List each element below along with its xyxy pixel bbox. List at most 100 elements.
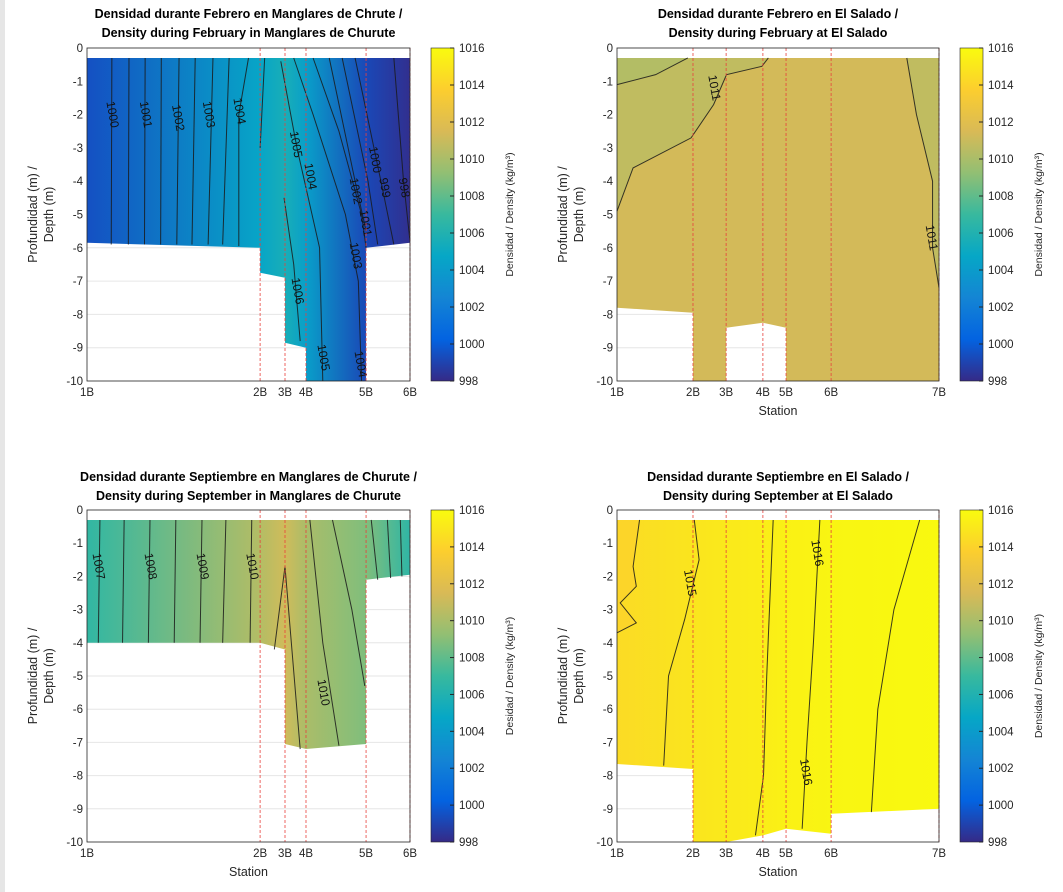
y-tick-label: -4 [603, 176, 614, 188]
y-tick-label: -4 [603, 638, 614, 650]
colorbar-tick-label: 1000 [988, 339, 1014, 351]
y-tick-label: -5 [73, 210, 83, 222]
x-tick-label: 2B [253, 387, 267, 399]
contour-line [616, 57, 689, 86]
colorbar-tick-label: 1010 [459, 154, 485, 166]
colorbar-tick-label: 1014 [988, 80, 1014, 92]
panel-4: Densidad durante Septiembre en El Salado… [556, 470, 1045, 879]
y-tick-label: -7 [603, 737, 613, 749]
chart-title: Densidad durante Febrero en El Salado / [658, 7, 899, 21]
y-tick-label: -1 [603, 538, 613, 550]
contour-line [341, 57, 379, 245]
y-tick-label: -9 [603, 343, 613, 355]
y-tick-label: -7 [73, 276, 83, 288]
contour-label: 998 [396, 177, 413, 199]
colorbar-tick-label: 998 [459, 376, 478, 388]
colorbar-tick-label: 998 [988, 837, 1007, 849]
contour-label: 1009 [194, 552, 212, 581]
axes-box [86, 509, 411, 843]
x-tick-label: 6B [824, 387, 838, 399]
colorbar-tick-label: 1004 [988, 726, 1014, 738]
axes-box [616, 509, 940, 843]
contour-line [249, 519, 253, 643]
colorbar-tick-label: 1010 [459, 616, 485, 628]
colorbar-tick-label: 1004 [459, 726, 485, 738]
x-tick-label: 5B [359, 848, 373, 860]
colorbar-tick-label: 1004 [459, 265, 485, 277]
x-tick-label: 2B [253, 848, 267, 860]
chart-title: Density during September in Manglares de… [96, 489, 401, 503]
y-tick-label: -8 [603, 309, 613, 321]
y-tick-label: -5 [73, 671, 83, 683]
contour-line [110, 57, 113, 245]
contour-label: 1010 [314, 678, 332, 707]
colorbar-tick-label: 1010 [988, 154, 1014, 166]
y-tick-label: -8 [73, 771, 83, 783]
y-tick-label: 0 [607, 43, 613, 55]
contour-label: 1005 [314, 343, 332, 372]
y-tick-label: -5 [603, 671, 613, 683]
x-axis-label: Station [759, 404, 798, 418]
colorbar-label: Desidad / Density (kg/m³) [504, 617, 516, 735]
colorbar-tick-label: 1000 [459, 339, 485, 351]
colorbar-tick-label: 1014 [459, 542, 485, 554]
y-axis-label: Depth (m) [42, 648, 56, 704]
y-tick-label: -3 [603, 143, 613, 155]
contour-line [293, 57, 363, 382]
panel-1: Densidad durante Febrero en Manglares de… [26, 7, 516, 399]
contour-label: 1008 [142, 552, 160, 581]
y-axis-label: Profundidad (m) / [556, 166, 570, 263]
colorbar-tick-label: 1006 [988, 689, 1014, 701]
x-tick-label: 5B [779, 848, 793, 860]
colorbar-tick-label: 1002 [459, 763, 485, 775]
contour-label: 1011 [923, 224, 941, 252]
density-field [87, 519, 410, 750]
colorbar-tick-label: 1012 [988, 117, 1014, 129]
contour-line [122, 519, 125, 643]
colorbar-tick-label: 1002 [459, 302, 485, 314]
colorbar-tick-label: 1016 [459, 505, 485, 517]
contour-line [906, 57, 940, 288]
y-tick-label: 0 [77, 505, 83, 517]
x-tick-label: 7B [932, 848, 946, 860]
contour-line [754, 519, 774, 836]
x-tick-label: 1B [610, 387, 624, 399]
y-tick-label: -7 [603, 276, 613, 288]
colorbar-tick-label: 1012 [988, 579, 1014, 591]
chart-title: Density during February in Manglares de … [102, 26, 396, 40]
contour-label: 1011 [705, 74, 723, 102]
contour-line [176, 57, 180, 245]
y-tick-label: -6 [603, 704, 613, 716]
contour-line [207, 57, 214, 245]
density-patch [617, 57, 688, 85]
contour-line [259, 57, 266, 148]
colorbar-tick-label: 1008 [988, 653, 1014, 665]
y-tick-label: -5 [603, 210, 613, 222]
contour-line [616, 57, 769, 212]
colorbar [430, 509, 455, 843]
x-axis-label: Station [229, 865, 268, 879]
x-tick-label: 1B [80, 387, 94, 399]
y-tick-label: -1 [73, 76, 83, 88]
y-axis-label: Depth (m) [572, 648, 586, 704]
density-field [617, 57, 939, 382]
contour-line [331, 519, 366, 687]
y-tick-label: 0 [607, 505, 613, 517]
y-tick-label: -4 [73, 638, 84, 650]
y-tick-label: -8 [603, 771, 613, 783]
density-patch [906, 57, 939, 288]
x-tick-label: 4B [756, 387, 770, 399]
x-tick-label: 4B [299, 848, 313, 860]
density-patch [617, 519, 640, 633]
x-tick-label: 2B [686, 848, 700, 860]
x-tick-label: 1B [610, 848, 624, 860]
contour-line [97, 519, 101, 643]
contour-line [801, 519, 821, 829]
contour-line [222, 519, 227, 643]
contour-line [222, 57, 230, 245]
panel-2: Densidad durante Febrero en El Salado / D… [556, 7, 1045, 418]
colorbar-tick-label: 1008 [459, 191, 485, 203]
contour-line [386, 519, 392, 579]
contour-line [143, 57, 146, 245]
